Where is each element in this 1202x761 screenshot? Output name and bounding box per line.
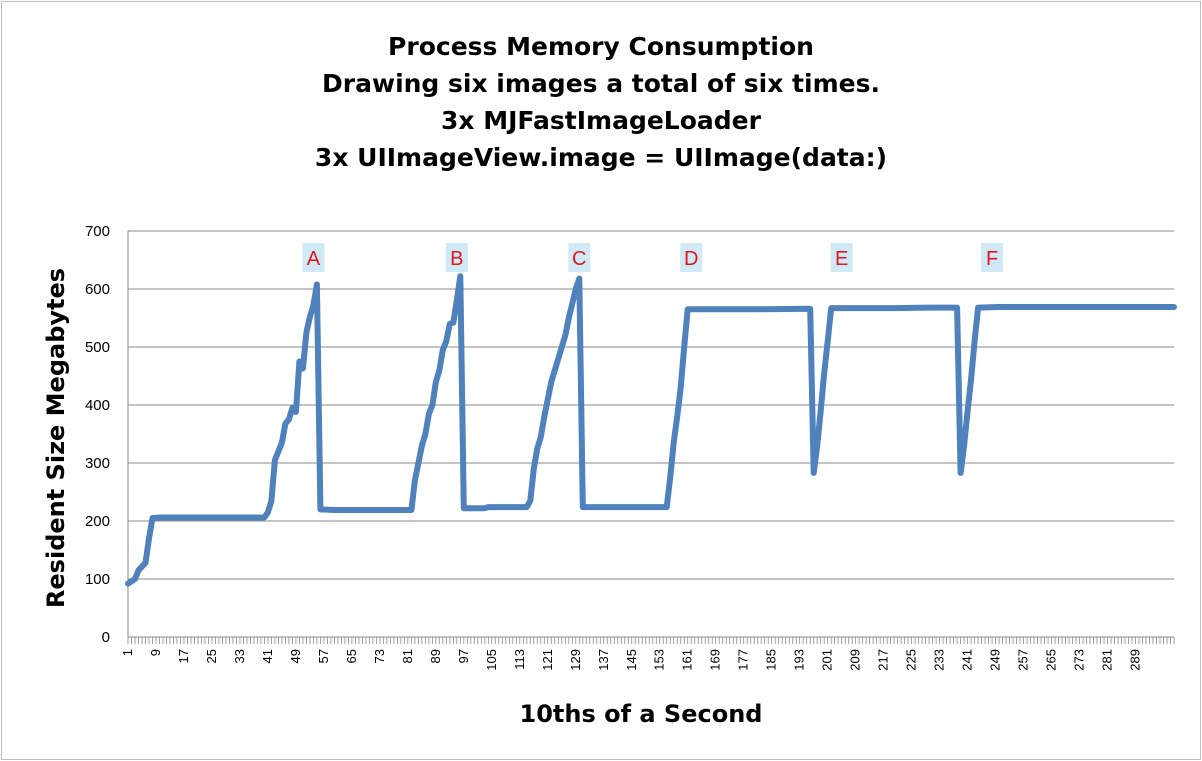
x-tick-label: 65	[344, 649, 359, 663]
x-tick-label: 49	[288, 649, 303, 663]
y-axis-label: Resident Size Megabytes	[42, 268, 70, 608]
annotation-marker-label: A	[307, 248, 321, 270]
x-tick-label: 209	[848, 649, 863, 671]
x-tick-label: 161	[680, 649, 695, 671]
x-tick-label: 193	[792, 649, 807, 671]
x-tick-label: 33	[232, 649, 247, 663]
x-tick-label: 233	[932, 649, 947, 671]
x-tick-label: 57	[316, 649, 331, 663]
annotation-marker: B	[446, 243, 468, 272]
x-tick-label: 273	[1072, 649, 1087, 671]
x-tick-label: 257	[1016, 649, 1031, 671]
x-tick-label: 129	[568, 649, 583, 671]
y-tick-label: 700	[85, 223, 110, 240]
x-tick-label: 265	[1044, 649, 1059, 671]
x-tick-label: 177	[736, 649, 751, 671]
x-tick-label: 89	[428, 649, 443, 663]
x-tick-label: 145	[624, 649, 639, 671]
y-axis-ticks: 0 100 200 300 400 500 600 700	[85, 223, 110, 646]
x-tick-label: 121	[540, 649, 555, 671]
y-tick-label: 0	[102, 629, 110, 646]
x-tick-label: 153	[652, 649, 667, 671]
x-tick-label: 41	[260, 649, 275, 663]
x-tick-label: 169	[708, 649, 723, 671]
x-tick-label: 217	[876, 649, 891, 671]
x-tick-label: 185	[764, 649, 779, 671]
annotation-marker: E	[831, 243, 853, 272]
x-tick-label: 25	[204, 649, 219, 663]
annotation-marker: F	[981, 243, 1003, 272]
x-tick-label: 137	[596, 649, 611, 671]
annotations: A B C D E F	[302, 243, 1003, 272]
y-tick-label: 300	[85, 455, 110, 472]
annotation-marker: C	[568, 243, 590, 272]
series-group	[128, 276, 1174, 583]
x-tick-label: 9	[148, 649, 163, 656]
x-tick-label: 225	[904, 649, 919, 671]
x-tick-label: 73	[372, 649, 387, 663]
x-tick-label: 201	[820, 649, 835, 671]
x-axis-label: 10ths of a Second	[520, 700, 763, 728]
annotation-marker-label: B	[450, 248, 463, 270]
y-tick-label: 600	[85, 281, 110, 298]
x-tick-label: 241	[960, 649, 975, 671]
y-tick-label: 500	[85, 339, 110, 356]
x-axis-ticks: 1 9 17 25 33 41 49 57 65 73 81 89 97 105 113 121 129 137 1…	[120, 649, 1143, 671]
annotation-marker-label: C	[572, 248, 586, 270]
x-tick-label: 113	[512, 649, 527, 670]
x-tick-label: 281	[1100, 649, 1115, 671]
y-tick-label: 200	[85, 513, 110, 530]
x-tick-label: 249	[988, 649, 1003, 671]
annotation-marker-label: F	[986, 248, 998, 270]
x-tick-label: 17	[176, 649, 191, 663]
annotation-marker: A	[302, 243, 324, 272]
annotation-marker-label: E	[835, 248, 848, 270]
x-tick-label: 289	[1128, 649, 1143, 671]
y-tick-label: 100	[85, 571, 110, 588]
annotation-marker: D	[680, 243, 702, 272]
series-line	[128, 276, 1174, 583]
y-tick-label: 400	[85, 397, 110, 414]
x-tick-label: 1	[120, 649, 135, 656]
x-tick-label: 105	[484, 649, 499, 671]
x-tick-label: 97	[456, 649, 471, 663]
x-tick-label: 81	[400, 649, 415, 663]
annotation-marker-label: D	[684, 248, 698, 270]
